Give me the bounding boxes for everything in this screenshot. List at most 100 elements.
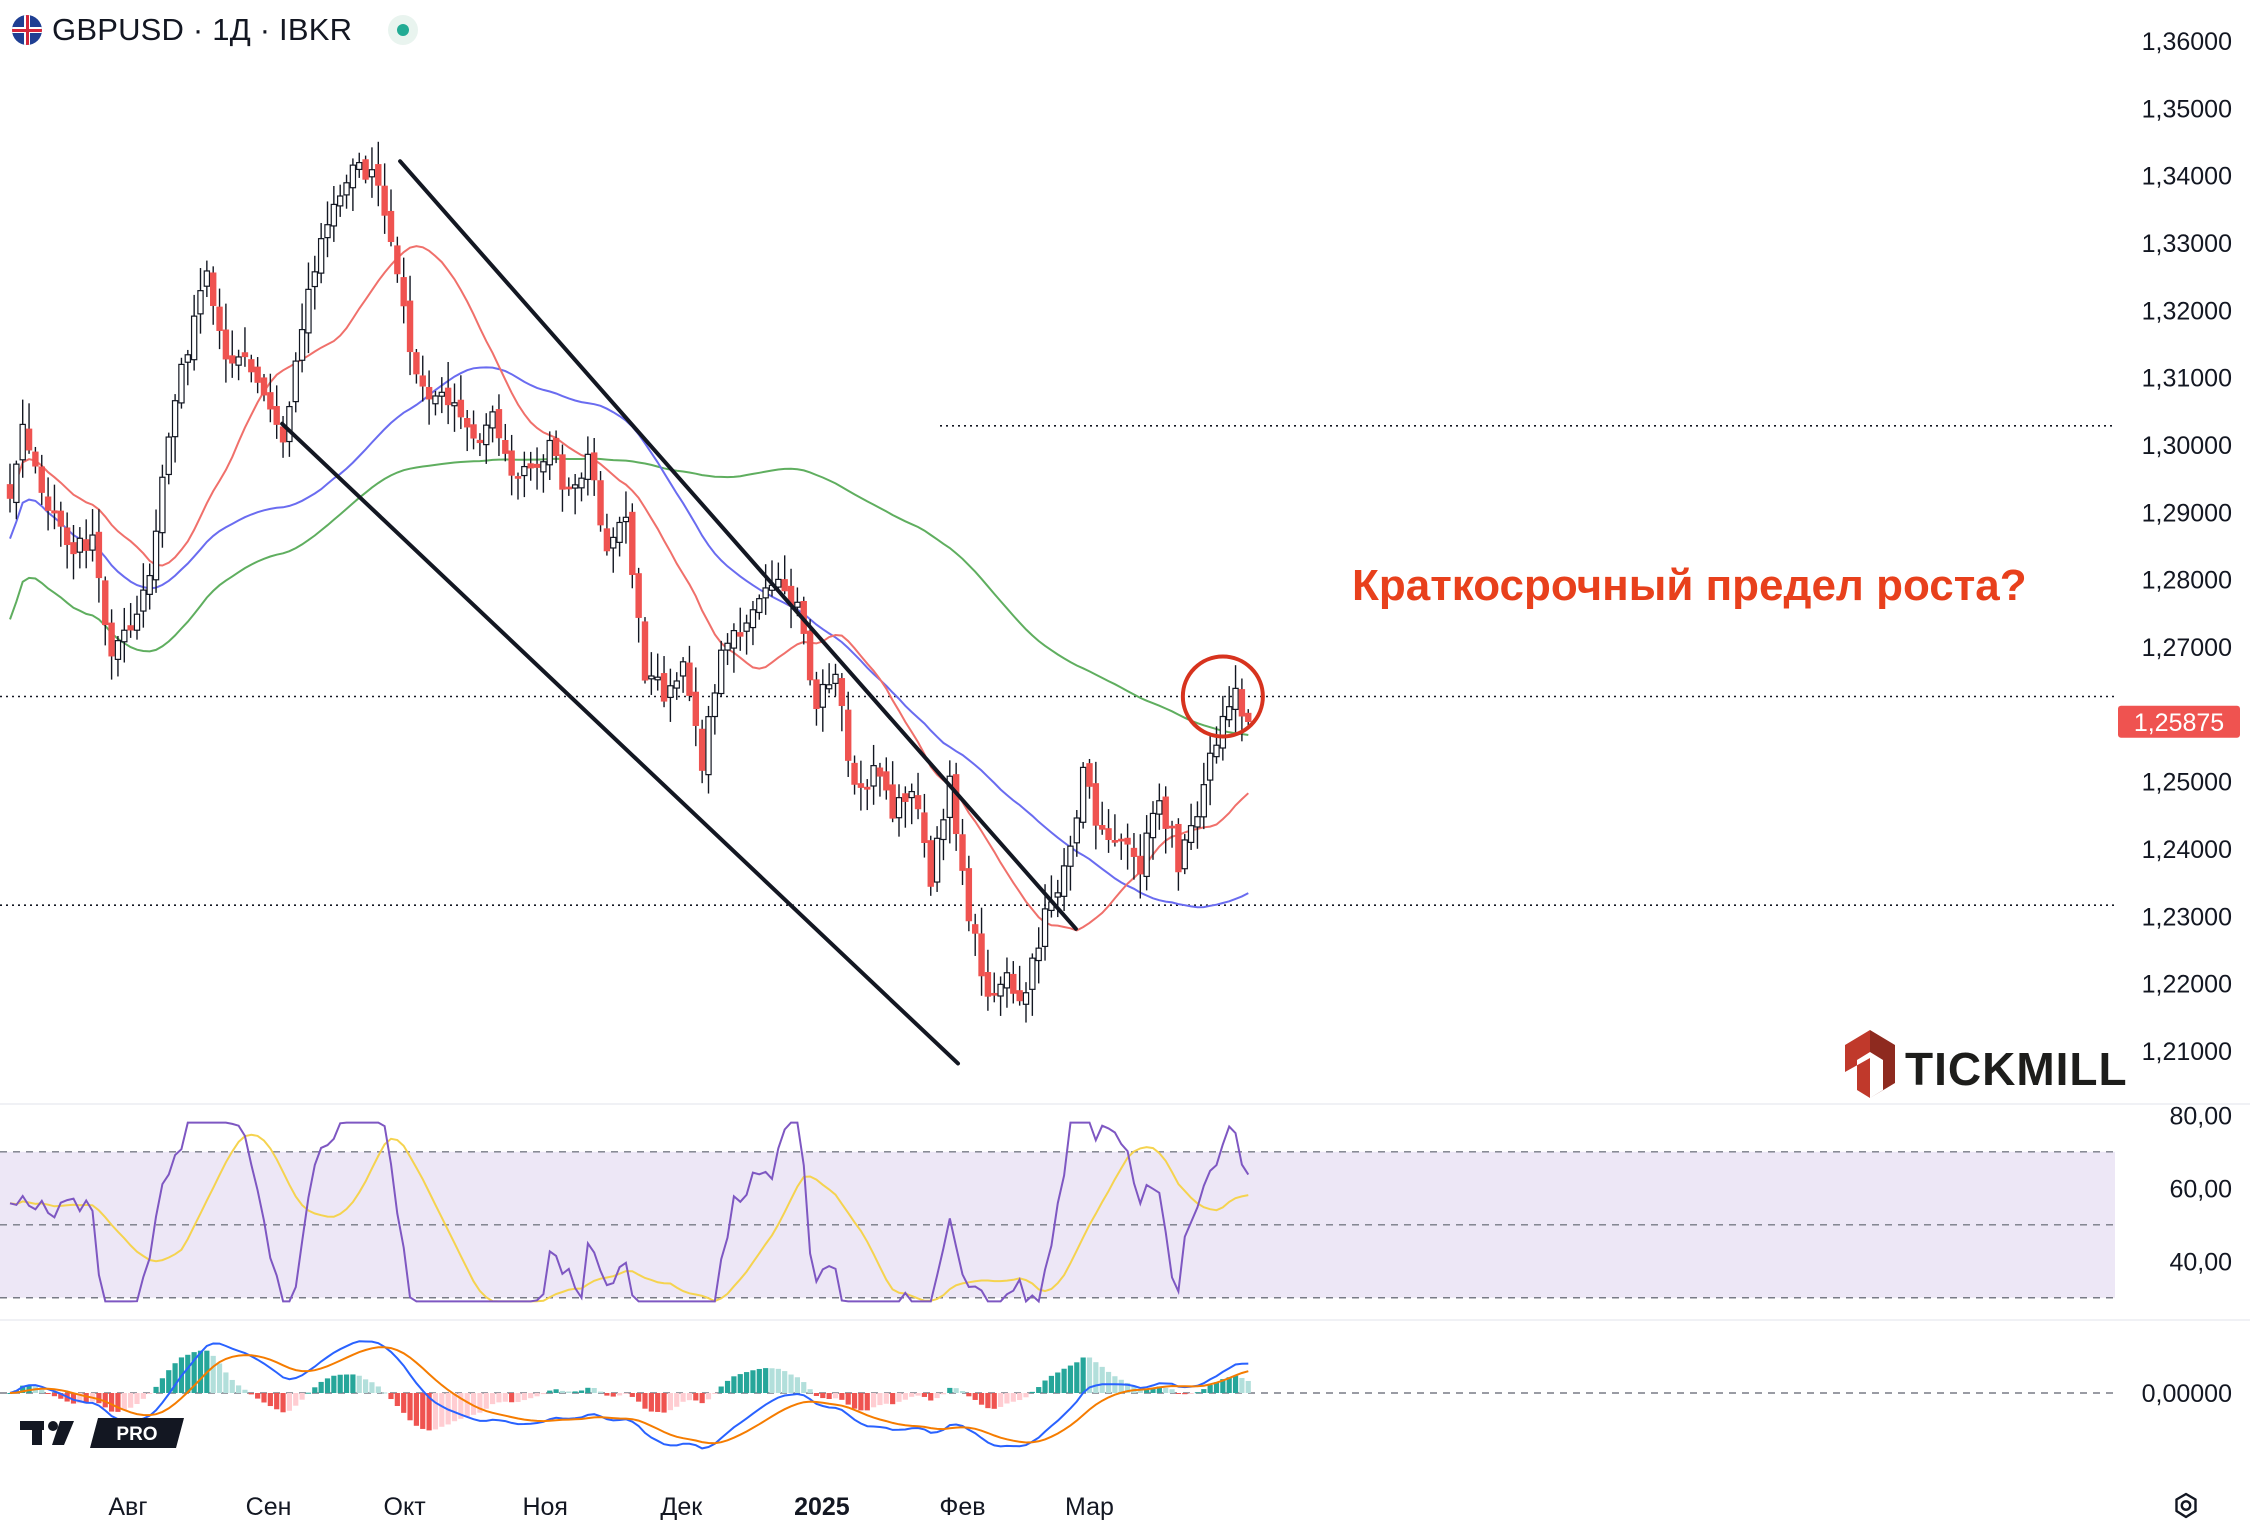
symbol-header[interactable]: GBPUSD · 1Д · IBKR: [12, 10, 419, 50]
candle[interactable]: [806, 619, 814, 686]
candle[interactable]: [660, 656, 668, 708]
candle[interactable]: [1232, 665, 1239, 733]
candle[interactable]: [1041, 884, 1049, 961]
candle[interactable]: [908, 783, 915, 825]
candle[interactable]: [851, 755, 858, 795]
candle[interactable]: [864, 779, 871, 811]
candle[interactable]: [197, 268, 204, 334]
candle[interactable]: [921, 793, 928, 858]
candle[interactable]: [1206, 734, 1214, 806]
candle[interactable]: [749, 601, 757, 646]
candle[interactable]: [724, 633, 731, 666]
candle[interactable]: [133, 595, 141, 640]
candle[interactable]: [470, 410, 477, 450]
candle[interactable]: [1130, 833, 1138, 880]
candle[interactable]: [857, 760, 865, 811]
candle[interactable]: [540, 454, 547, 493]
candle[interactable]: [819, 669, 827, 732]
candle[interactable]: [654, 653, 661, 691]
candle[interactable]: [305, 262, 312, 354]
candle[interactable]: [673, 672, 680, 700]
candle[interactable]: [844, 691, 852, 777]
candle[interactable]: [737, 607, 744, 651]
candle[interactable]: [464, 409, 471, 452]
candle[interactable]: [140, 563, 147, 628]
candle[interactable]: [229, 330, 236, 378]
candle[interactable]: [444, 361, 452, 425]
candle[interactable]: [933, 826, 941, 892]
candle[interactable]: [432, 390, 439, 416]
candle[interactable]: [178, 357, 185, 409]
candle[interactable]: [1118, 833, 1125, 860]
candle[interactable]: [597, 471, 604, 532]
candle[interactable]: [451, 383, 458, 432]
candle[interactable]: [946, 760, 954, 844]
candle[interactable]: [159, 464, 166, 548]
candle[interactable]: [1143, 815, 1150, 891]
candle[interactable]: [1092, 761, 1100, 850]
candle[interactable]: [127, 603, 134, 638]
candle[interactable]: [1022, 982, 1030, 1023]
candle[interactable]: [502, 423, 509, 462]
candle[interactable]: [121, 607, 128, 663]
candle[interactable]: [419, 355, 426, 402]
candle[interactable]: [375, 141, 382, 207]
candle[interactable]: [965, 855, 973, 932]
candle[interactable]: [413, 348, 420, 384]
candle[interactable]: [1003, 957, 1011, 1008]
candle[interactable]: [248, 354, 255, 383]
candle[interactable]: [203, 260, 211, 298]
candle[interactable]: [25, 403, 33, 454]
candle[interactable]: [1073, 810, 1080, 857]
candle[interactable]: [63, 512, 71, 569]
candle[interactable]: [622, 491, 630, 544]
candle[interactable]: [565, 477, 573, 496]
candle[interactable]: [235, 349, 242, 381]
candle[interactable]: [698, 719, 706, 784]
candle[interactable]: [210, 266, 217, 325]
candle[interactable]: [1098, 801, 1106, 835]
candle[interactable]: [1175, 818, 1182, 891]
candle[interactable]: [362, 155, 369, 184]
candle[interactable]: [546, 431, 553, 480]
highlight-circle[interactable]: [1180, 654, 1265, 739]
candle[interactable]: [95, 509, 103, 603]
candle[interactable]: [400, 257, 407, 324]
candle[interactable]: [76, 527, 84, 569]
candle[interactable]: [102, 576, 109, 646]
candle[interactable]: [254, 357, 261, 394]
candle[interactable]: [89, 509, 96, 562]
candle[interactable]: [222, 303, 230, 383]
candle[interactable]: [381, 163, 388, 234]
candle[interactable]: [813, 671, 820, 726]
candle[interactable]: [267, 373, 274, 423]
candle[interactable]: [610, 527, 617, 573]
candle[interactable]: [997, 976, 1004, 1016]
candle[interactable]: [832, 663, 839, 696]
candle[interactable]: [298, 303, 306, 373]
candle[interactable]: [1213, 726, 1220, 764]
candle[interactable]: [1181, 834, 1188, 875]
candle[interactable]: [533, 447, 541, 490]
candle[interactable]: [343, 174, 350, 209]
candle[interactable]: [883, 757, 890, 800]
candle[interactable]: [146, 563, 153, 610]
candle[interactable]: [959, 818, 966, 886]
candle[interactable]: [44, 477, 52, 531]
candle[interactable]: [781, 555, 788, 595]
candle[interactable]: [171, 394, 179, 463]
candle[interactable]: [1162, 786, 1169, 854]
candle[interactable]: [603, 513, 611, 556]
candle[interactable]: [584, 436, 592, 496]
candle[interactable]: [1200, 762, 1207, 830]
candle[interactable]: [152, 509, 160, 593]
candle[interactable]: [317, 223, 325, 284]
channel-trendline[interactable]: [398, 159, 1078, 931]
candle[interactable]: [895, 784, 903, 837]
candle[interactable]: [1105, 809, 1112, 853]
candle[interactable]: [1187, 803, 1195, 851]
candle[interactable]: [394, 236, 401, 283]
candle[interactable]: [1156, 783, 1163, 830]
last-price-badge[interactable]: [2118, 705, 2240, 738]
candle[interactable]: [838, 673, 846, 732]
